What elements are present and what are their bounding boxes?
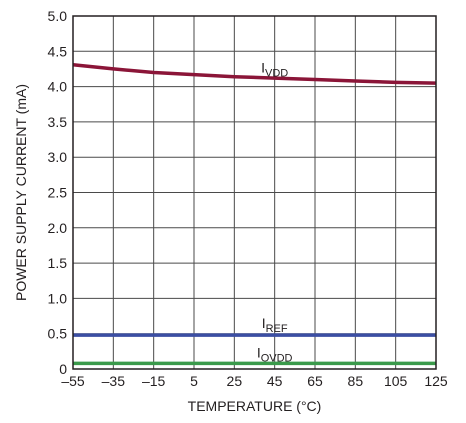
y-tick-labels: 0 0.5 1.0 1.5 2.0 2.5 3.0 3.5 4.0 4.5 5.0	[48, 8, 68, 377]
series-line-vdd	[72, 62, 437, 85]
y-tick-label: 2.5	[48, 185, 68, 201]
plot-frame	[72, 15, 437, 370]
x-tick-label: 105	[384, 373, 408, 389]
y-tick-label: 0.5	[48, 326, 68, 342]
y-tick-label: 4.5	[48, 43, 68, 59]
y-tick-label: 2.0	[48, 220, 68, 236]
y-tick-label: 5.0	[48, 8, 68, 24]
x-tick-label: 65	[307, 373, 323, 389]
series-labels: IVDD IREF IOVDD	[257, 59, 293, 364]
y-tick-label: 0	[59, 361, 67, 377]
y-tick-label: 1.5	[48, 255, 68, 271]
series-label-vdd: IVDD	[261, 59, 288, 79]
x-tick-label: 45	[267, 373, 283, 389]
x-tick-label: 85	[348, 373, 364, 389]
x-tick-label: –35	[102, 373, 126, 389]
y-tick-label: 3.0	[48, 149, 68, 165]
series-label-ref: IREF	[262, 315, 288, 335]
x-tick-label: 5	[190, 373, 198, 389]
x-tick-label: –55	[61, 373, 85, 389]
series-label-ovdd: IOVDD	[257, 345, 293, 365]
x-tick-label: 125	[424, 373, 448, 389]
x-axis-label: TEMPERATURE (°C)	[188, 398, 322, 414]
plot-border	[72, 15, 437, 370]
y-axis-label: POWER SUPPLY CURRENT (mA)	[13, 84, 29, 301]
x-tick-label: –15	[142, 373, 166, 389]
x-tick-labels: –55 –35 –15 5 25 45 65 85 105 125	[61, 373, 448, 389]
y-tick-label: 1.0	[48, 290, 68, 306]
y-tick-label: 4.0	[48, 79, 68, 95]
series-lines	[72, 62, 437, 366]
y-tick-label: 3.5	[48, 114, 68, 130]
x-tick-label: 25	[227, 373, 243, 389]
